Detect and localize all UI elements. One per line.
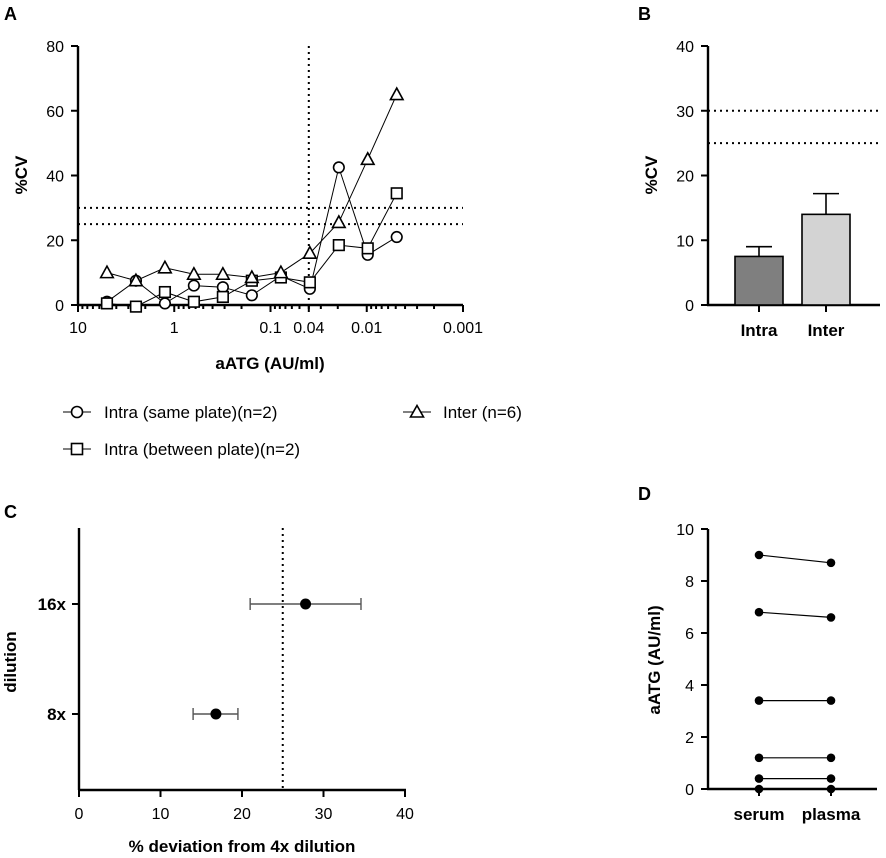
panel-c-category-label: 8x [47, 705, 66, 724]
panel-a-circle-marker [332, 161, 345, 174]
panel-d-y-axis-title: aATG (AU/ml) [645, 605, 664, 714]
panel-a-circle-marker [390, 230, 403, 244]
panel-b-y-tick-label: 20 [676, 169, 694, 186]
panel-a-square-marker [129, 300, 143, 313]
panel-d-plasma-point [826, 774, 836, 783]
panel-a-square-marker [332, 239, 345, 252]
panel-d-plasma-point [826, 753, 836, 763]
panel-a-square-marker [303, 276, 316, 289]
panel-a-x-tick-label: 1 [170, 320, 179, 337]
panel-label-b: B [638, 4, 651, 24]
panel-a-x-tick-label: 0.04 [293, 320, 324, 337]
panel-a-triangle-marker [302, 245, 318, 260]
panel-c-chart: % deviation from 4x dilution dilution 0 1… [1, 528, 414, 856]
panel-d-serum-point [754, 607, 764, 617]
panel-d-plasma-point [826, 558, 836, 568]
panel-label-c: C [4, 502, 17, 522]
panel-d-y-tick-label: 2 [685, 730, 694, 747]
panel-a-triangle-marker [186, 266, 202, 281]
panel-b-y-tick-label: 10 [676, 233, 694, 250]
panel-a-triangle-marker [331, 214, 347, 229]
panel-a-triangle-marker [99, 264, 115, 279]
panel-d-y-tick-label: 0 [685, 782, 694, 799]
panel-b-bar-intra [734, 255, 784, 306]
panel-b-category-label: Inter [808, 321, 845, 340]
panel-b-y-tick-label: 40 [676, 39, 694, 56]
panel-a-triangle-marker [273, 264, 289, 279]
panel-c-x-tick-label: 40 [396, 806, 414, 823]
panel-d-y-tick-label: 8 [685, 574, 694, 591]
panel-d-category-label: plasma [802, 805, 861, 824]
panel-b-chart: %CV 0 10 20 30 40 Intra Inter [642, 39, 880, 340]
panel-a-x-tick-label: 0.001 [443, 320, 483, 337]
panel-a-circle-marker [158, 297, 172, 310]
panel-a-triangle-marker [244, 269, 260, 284]
panel-d-serum-point [754, 696, 764, 705]
panel-a-y-tick-label: 20 [46, 233, 64, 250]
panel-c-data-point [210, 708, 222, 720]
panel-a-square-marker [216, 290, 229, 304]
panel-c-x-tick-label: 10 [152, 806, 170, 823]
panel-c-x-tick-label: 30 [315, 806, 333, 823]
panel-d-serum-point [754, 784, 764, 794]
panel-d-plasma-point [826, 696, 836, 705]
legend-label-inter: Inter (n=6) [443, 403, 522, 422]
legend-square-marker [70, 442, 84, 456]
panel-a-square-marker [390, 187, 403, 200]
panel-label-a: A [4, 4, 17, 24]
panel-d-chart: aATG (AU/ml) 0 2 4 6 8 10 serum plasma [645, 522, 877, 824]
panel-b-y-tick-label: 0 [685, 298, 694, 315]
panel-d-serum-point [754, 550, 764, 560]
panel-a-square-marker [361, 242, 374, 255]
panel-a-triangle-marker [157, 259, 173, 274]
panel-d-pair-line [758, 554, 832, 564]
panel-a-y-tick-label: 80 [46, 39, 64, 56]
panel-a-x-tick-label: 10 [69, 320, 87, 337]
panel-a-triangle-marker [389, 86, 405, 101]
panel-a-x-axis-title: aATG (AU/ml) [215, 354, 324, 373]
panel-a-x-tick-label: 0.1 [259, 320, 281, 337]
panel-label-d: D [638, 484, 651, 504]
legend-label-between-plate: Intra (between plate)(n=2) [104, 440, 300, 459]
panel-a-y-tick-label: 60 [46, 104, 64, 121]
panel-b-y-tick-label: 30 [676, 104, 694, 121]
panel-d-category-label: serum [733, 805, 784, 824]
panel-d-y-tick-label: 4 [685, 678, 694, 695]
panel-d-plasma-point [826, 613, 836, 622]
panel-c-x-tick-label: 20 [233, 806, 251, 823]
panel-a-series-line [106, 94, 398, 282]
panel-a-y-axis-title: %CV [12, 155, 31, 194]
legend-triangle-marker [409, 403, 425, 418]
panel-d-serum-point [754, 774, 764, 783]
panel-a-circle-marker [245, 289, 258, 302]
panel-d-pair-line [758, 611, 832, 618]
panel-a-chart: aATG (AU/ml) %CV 0 20 40 60 80 10 1 0.1 0.04 0.01… [12, 39, 483, 373]
panel-c-y-axis-title: dilution [1, 631, 20, 692]
panel-a-legend: Intra (same plate)(n=2) Intra (between p… [63, 403, 522, 459]
panel-a-x-tick-label: 0.01 [351, 320, 382, 337]
panel-a-square-marker [187, 295, 200, 308]
panel-a-triangle-marker [215, 266, 231, 281]
panel-a-circle-marker [187, 279, 200, 292]
panel-c-category-label: 16x [38, 595, 67, 614]
panel-c-x-tick-label: 0 [75, 806, 84, 823]
panel-d-serum-point [754, 753, 764, 763]
panel-c-x-axis-title: % deviation from 4x dilution [129, 837, 356, 856]
panel-a-square-marker [100, 297, 114, 310]
legend-circle-marker [70, 405, 84, 419]
panel-d-y-tick-label: 10 [676, 522, 694, 539]
legend-label-same-plate: Intra (same plate)(n=2) [104, 403, 277, 422]
panel-b-bar-inter [801, 213, 851, 306]
panel-a-y-tick-label: 40 [46, 169, 64, 186]
panel-a-y-tick-label: 0 [55, 298, 64, 315]
panel-d-plasma-point [826, 784, 836, 794]
panel-a-triangle-marker [360, 151, 376, 166]
panel-c-data-point [300, 598, 312, 610]
panel-a-square-marker [158, 285, 172, 299]
panel-d-y-tick-label: 6 [685, 626, 694, 643]
panel-b-y-axis-title: %CV [642, 155, 661, 194]
panel-b-category-label: Intra [741, 321, 778, 340]
panel-a-triangle-marker [128, 272, 144, 287]
